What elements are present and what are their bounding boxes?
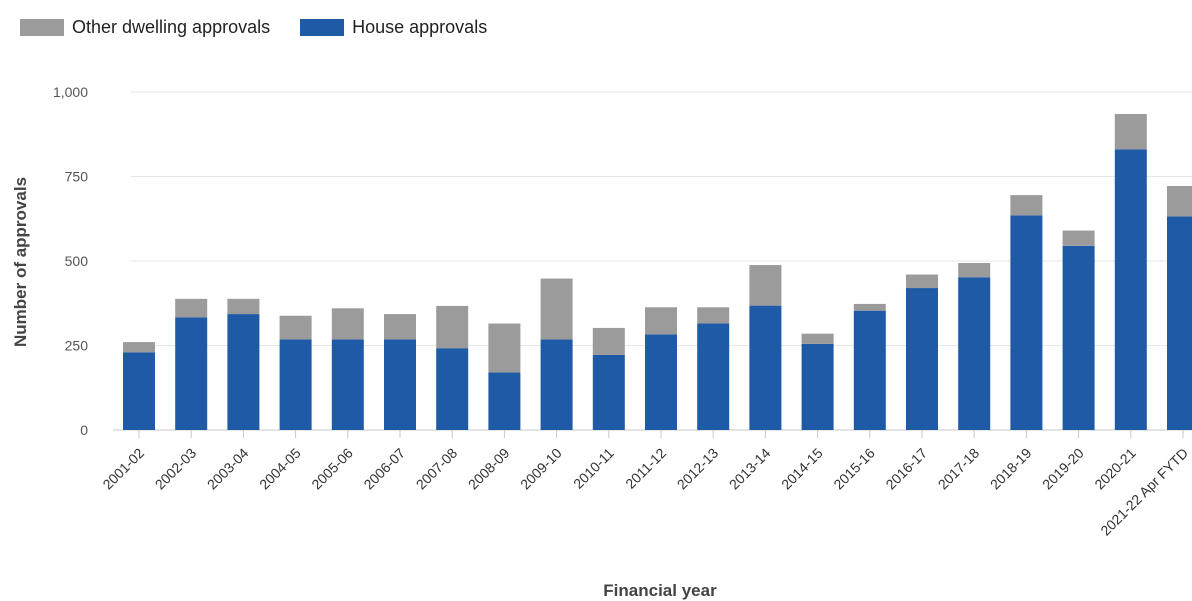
bar-house [175,317,208,430]
bar-house [384,339,416,430]
x-tick-label: 2010-11 [570,445,617,492]
x-tick-label: 2014-15 [778,445,826,493]
x-tick-label: 2008-09 [465,445,513,493]
bar-other-dwelling [645,307,677,335]
x-tick-label: 2018-19 [987,445,1035,493]
x-tick-label: 2016-17 [882,445,930,493]
bar-house [853,310,886,430]
legend-label-house: House approvals [352,17,488,37]
bar-house [227,314,260,430]
x-tick-label: 2001-02 [99,445,147,493]
x-tick-label: 2009-10 [517,445,565,493]
x-tick-label: 2005-06 [308,445,356,493]
bar-other-dwelling [436,305,469,349]
y-tick-label: 500 [65,253,89,269]
bar-other-dwelling [958,263,991,278]
x-tick-label: 2019-20 [1039,445,1087,493]
bar-other-dwelling [1010,195,1043,216]
bar-house [749,305,782,430]
y-tick-label: 0 [80,422,88,438]
bar-house [1062,245,1095,430]
x-tick-label: 2020-21 [1091,445,1139,493]
bar-other-dwelling [1114,113,1147,150]
legend-swatch-other-dwelling [20,19,64,36]
bar-other-dwelling [749,265,782,306]
bar-other-dwelling [279,315,312,340]
bar-house [958,277,991,430]
legend-swatch-house [300,19,345,36]
legend-item-house[interactable]: House approvals [300,17,487,38]
x-tick-label: 2006-07 [360,445,408,493]
bar-other-dwelling [697,307,730,324]
x-tick-label: 2021-22 Apr FYTD [1097,445,1191,539]
bar-other-dwelling [123,342,155,353]
x-tick-label: 2017-18 [935,445,983,493]
bar-other-dwelling [175,298,208,318]
x-tick-label: 2011-12 [622,445,669,492]
x-tick-label: 2002-03 [152,445,200,493]
bar-other-dwelling [1062,230,1095,246]
bar-other-dwelling [540,278,573,340]
y-axis-title: Number of approvals [11,177,30,347]
legend: Other dwelling approvals House approvals [20,17,517,38]
x-tick-label: 2007-08 [413,445,461,493]
bar-house [1114,149,1147,430]
y-tick-label: 750 [65,169,89,185]
bar-other-dwelling [906,274,938,289]
bar-other-dwelling [331,308,364,340]
bar-house [592,354,625,430]
y-axis-ticks: 0 250 500 750 1,000 [53,84,88,438]
bar-house [801,343,834,430]
bar-house [436,348,469,430]
bars [123,113,1192,430]
bar-house [906,288,938,430]
legend-item-other-dwelling[interactable]: Other dwelling approvals [20,17,270,38]
bar-other-dwelling [1167,185,1192,217]
bar-house [1010,215,1043,430]
bar-house [279,339,312,430]
bar-other-dwelling [227,298,260,315]
x-tick-label: 2013-14 [726,445,774,493]
x-tick-label: 2015-16 [830,445,878,493]
y-tick-label: 1,000 [53,84,88,100]
bar-other-dwelling [488,323,521,373]
bar-house [331,339,364,430]
bar-house [697,323,730,430]
x-axis-ticks: 2001-02 2002-03 2003-04 2004-05 2005-06 2006-… [99,430,1191,539]
bar-house [645,334,677,430]
bar-house [488,372,521,430]
bar-other-dwelling [853,303,886,311]
x-tick-label: 2004-05 [256,445,304,493]
bar-house [123,352,155,430]
x-axis-title: Financial year [603,581,717,600]
bar-house [540,339,573,430]
bar-house [1167,216,1192,430]
x-tick-label: 2012-13 [674,445,722,493]
x-tick-label: 2003-04 [204,445,252,493]
bar-other-dwelling [384,314,416,340]
legend-label-other-dwelling: Other dwelling approvals [72,17,271,37]
bar-other-dwelling [801,333,834,344]
bar-other-dwelling [592,327,625,355]
y-tick-label: 250 [65,338,89,354]
